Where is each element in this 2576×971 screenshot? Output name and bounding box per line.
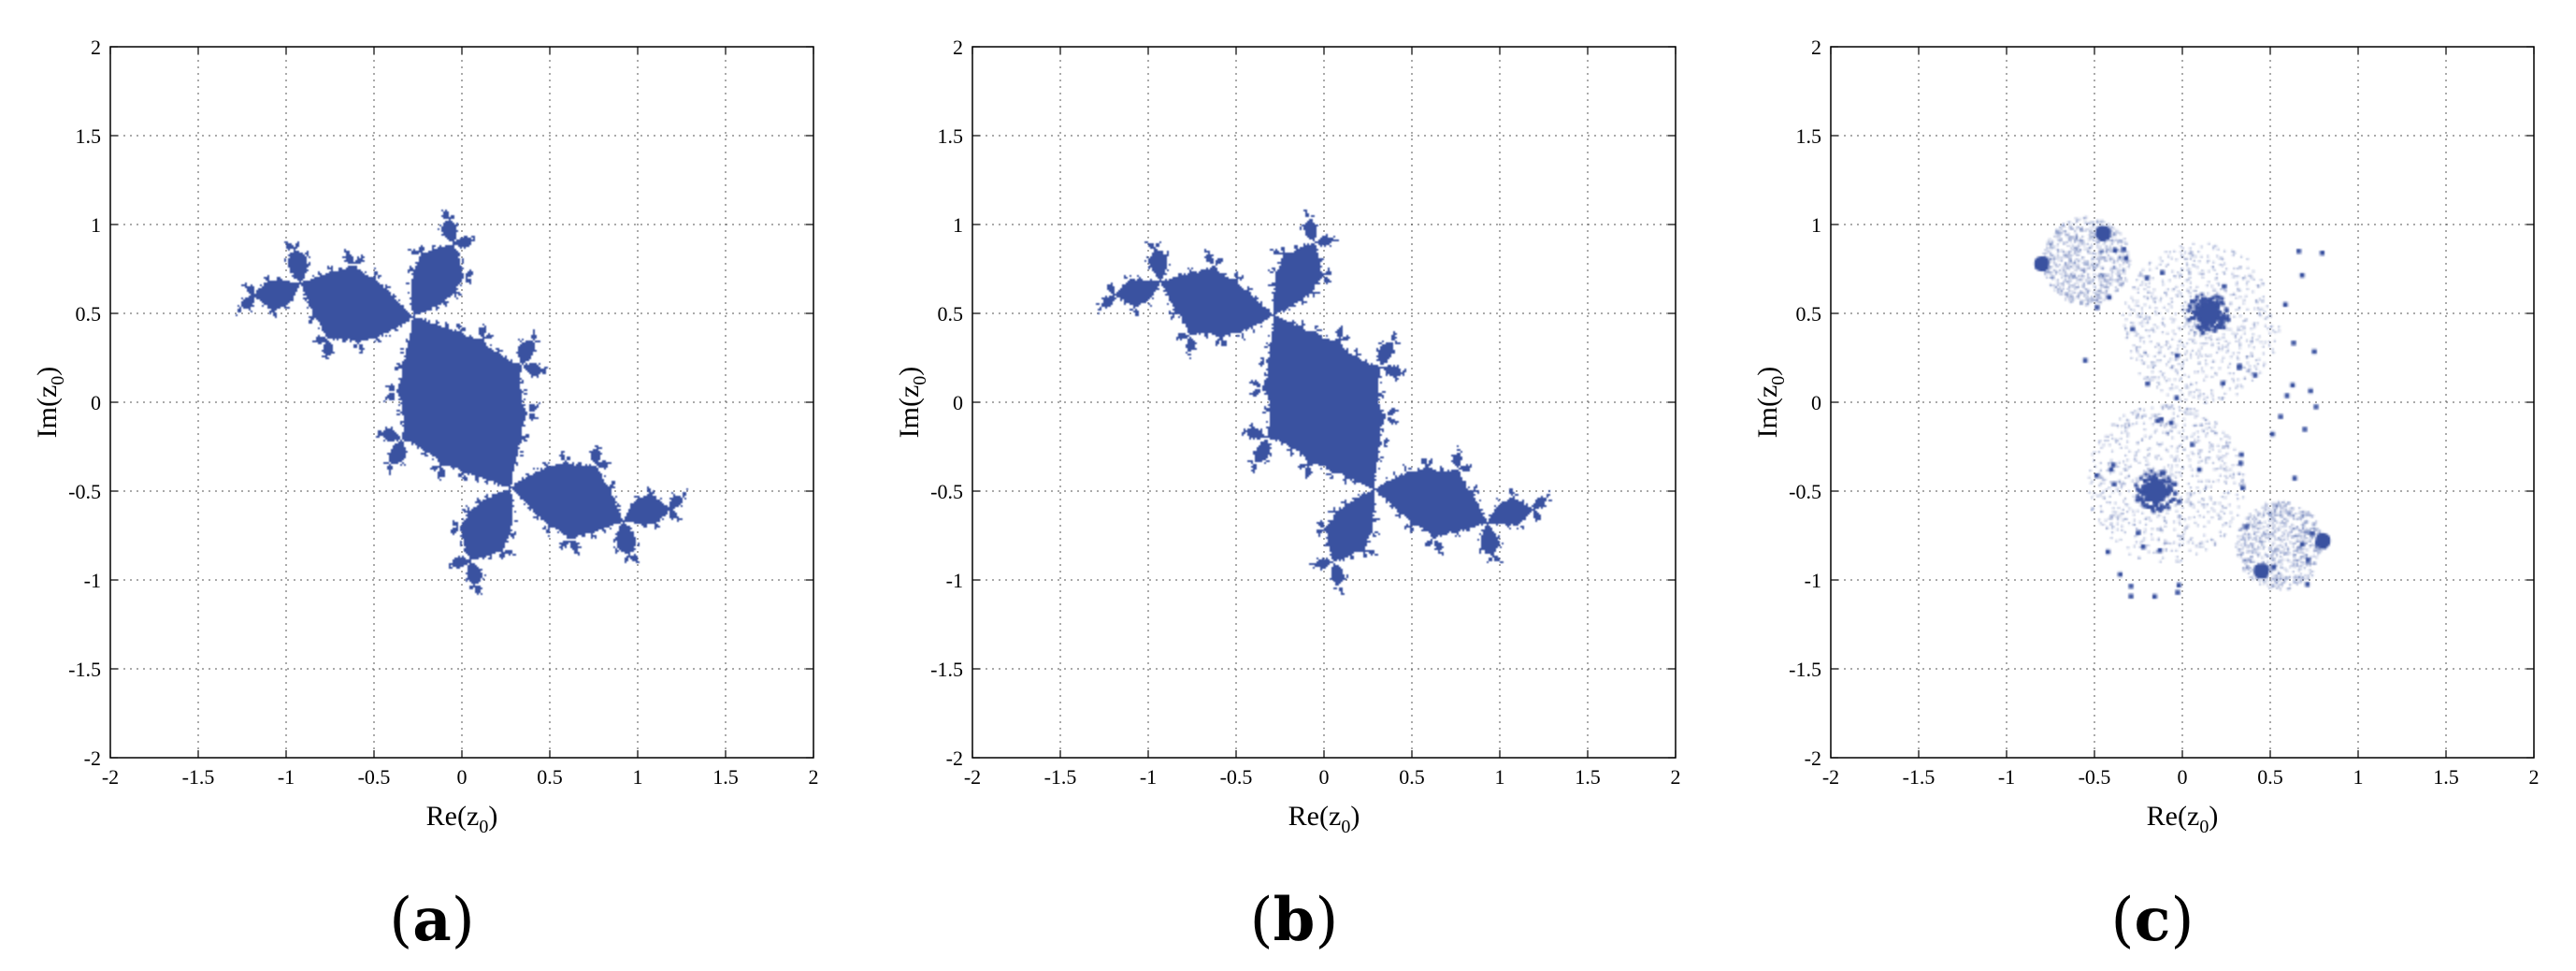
y-tick-label-b-4: 0: [953, 391, 963, 414]
x-tick-label-c-2: -1: [1998, 765, 2015, 789]
y-axis-label-a: Im(z0): [32, 367, 68, 439]
x-axis-label-c: Re(z0): [2147, 801, 2219, 837]
panel-label-a: (a): [389, 885, 474, 955]
plot-frame-a: [109, 46, 814, 759]
x-tick-label-c-4: 0: [2178, 765, 2188, 789]
y-tick-label-a-0: -2: [84, 746, 101, 770]
x-tick-label-c-0: -2: [1822, 765, 1839, 789]
y-tick-label-a-7: 1.5: [76, 124, 102, 148]
x-tick-label-a-6: 1: [633, 765, 643, 789]
y-tick-label-c-5: 0.5: [1796, 302, 1822, 326]
x-tick-label-c-3: -0.5: [2079, 765, 2111, 789]
y-tick-label-c-3: -0.5: [1789, 480, 1821, 503]
x-tick-label-a-1: -1.5: [182, 765, 215, 789]
panel-b: -2 -1.5 -1 -0.5 0 0.5 1 1.5 2 -2 -1.5 -1 -0.5 0 0.5 1 1…: [894, 36, 1681, 955]
y-tick-label-a-2: -1: [84, 569, 101, 592]
y-tick-label-a-5: 0.5: [76, 302, 102, 326]
x-tick-label-a-2: -1: [278, 765, 295, 789]
y-axis-label-b: Im(z0): [894, 367, 930, 439]
y-tick-label-c-7: 1.5: [1796, 124, 1822, 148]
y-tick-label-c-8: 2: [1811, 36, 1821, 59]
x-tick-label-c-5: 0.5: [2257, 765, 2283, 789]
x-tick-label-b-6: 1: [1495, 765, 1505, 789]
x-tick-label-a-3: -0.5: [358, 765, 391, 789]
julia-set-a: [110, 47, 813, 758]
x-tick-label-b-8: 2: [1671, 765, 1681, 789]
y-tick-label-c-0: -2: [1805, 746, 1821, 770]
y-tick-label-c-6: 1: [1811, 213, 1821, 237]
panel-label-b: (b): [1250, 885, 1339, 955]
y-tick-label-b-2: -1: [946, 569, 963, 592]
x-tick-label-b-0: -2: [964, 765, 981, 789]
y-tick-label-b-5: 0.5: [938, 302, 964, 326]
plot-frame-c: [1830, 46, 2535, 759]
x-tick-label-a-4: 0: [457, 765, 468, 789]
x-tick-label-b-1: -1.5: [1044, 765, 1077, 789]
julia-set-b: [972, 47, 1676, 758]
y-tick-labels-b: -2 -1.5 -1 -0.5 0 0.5 1 1.5 2: [930, 36, 1676, 770]
y-tick-label-a-3: -0.5: [68, 480, 101, 503]
y-tick-label-b-8: 2: [953, 36, 963, 59]
x-tick-label-b-4: 0: [1319, 765, 1330, 789]
x-tick-label-b-7: 1.5: [1575, 765, 1601, 789]
x-tick-label-b-3: -0.5: [1220, 765, 1253, 789]
x-tick-label-a-7: 1.5: [712, 765, 739, 789]
y-tick-labels-c: -2 -1.5 -1 -0.5 0 0.5 1 1.5 2: [1789, 36, 2534, 770]
y-tick-label-a-6: 1: [91, 213, 101, 237]
x-tick-label-a-8: 2: [809, 765, 819, 789]
x-tick-label-a-0: -2: [102, 765, 119, 789]
x-tick-labels-a: -2 -1.5 -1 -0.5 0 0.5 1 1.5 2: [102, 47, 819, 789]
x-axis-label-b: Re(z0): [1288, 801, 1360, 837]
scattered-points-c: [1831, 47, 2534, 758]
y-tick-label-b-3: -0.5: [930, 480, 963, 503]
y-tick-label-a-4: 0: [91, 391, 101, 414]
x-tick-label-c-6: 1: [2353, 765, 2364, 789]
y-tick-label-c-4: 0: [1811, 391, 1821, 414]
x-tick-label-c-7: 1.5: [2433, 765, 2459, 789]
y-tick-label-b-1: -1.5: [930, 658, 963, 681]
y-tick-label-b-7: 1.5: [938, 124, 964, 148]
x-tick-label-b-5: 0.5: [1399, 765, 1425, 789]
panel-label-c: (c): [2111, 885, 2195, 955]
y-tick-label-c-1: -1.5: [1789, 658, 1821, 681]
x-tick-label-c-1: -1.5: [1903, 765, 1936, 789]
y-tick-label-c-2: -1: [1805, 569, 1821, 592]
plot-frame-b: [971, 46, 1677, 759]
panel-c: -2 -1.5 -1 -0.5 0 0.5 1 1.5 2 -2 -1.5 -1 -0.5 0 0.5 1 1…: [1752, 36, 2540, 955]
y-tick-label-b-0: -2: [946, 746, 963, 770]
x-axis-label-a: Re(z0): [426, 801, 498, 837]
y-tick-label-a-8: 2: [91, 36, 101, 59]
y-tick-label-a-1: -1.5: [68, 658, 101, 681]
x-tick-label-c-8: 2: [2529, 765, 2540, 789]
panel-a: -2 -1.5 -1 -0.5 0 0.5 1 1.5 2 -2 -1.5 -1 -0.5 0 0.5 1 1…: [32, 36, 819, 955]
x-tick-label-a-5: 0.5: [537, 765, 563, 789]
x-tick-label-b-2: -1: [1140, 765, 1157, 789]
y-axis-label-c: Im(z0): [1752, 367, 1789, 439]
y-tick-label-b-6: 1: [953, 213, 963, 237]
